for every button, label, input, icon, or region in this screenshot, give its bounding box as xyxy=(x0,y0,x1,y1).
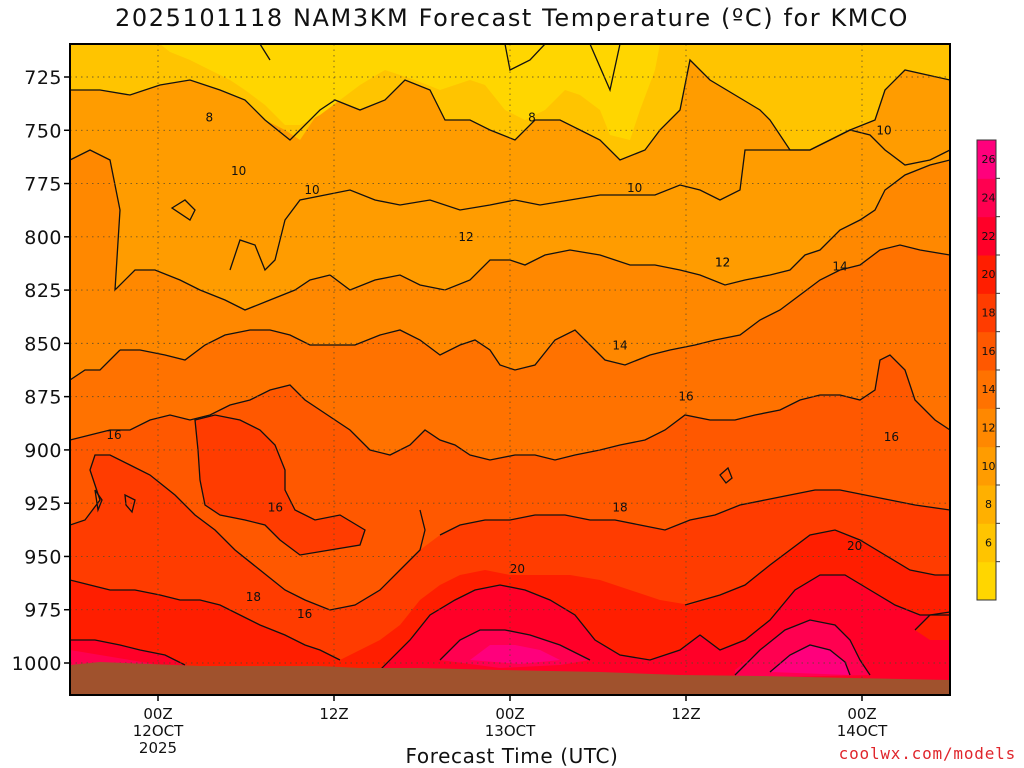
contour-label: 16 xyxy=(678,390,693,404)
contour-label: 20 xyxy=(847,539,862,553)
contour-16 xyxy=(70,354,950,461)
band-coldest-top xyxy=(160,44,660,140)
colorbar-segment xyxy=(977,408,996,448)
contour-label: 20 xyxy=(510,562,525,576)
colorbar-tick-label: 20 xyxy=(982,268,996,281)
contour-label: 18 xyxy=(246,590,261,604)
colorbar-tick-label: 8 xyxy=(985,498,992,511)
colorbar-tick-label: 22 xyxy=(982,230,996,243)
contour-small xyxy=(94,466,950,631)
colorbar-tick-label: 26 xyxy=(982,153,996,166)
contour-lines xyxy=(70,44,950,676)
contour-10 xyxy=(70,129,950,311)
contour-label: 16 xyxy=(106,428,121,442)
colorbar-segment xyxy=(977,255,996,294)
colorbar-tick-label: 24 xyxy=(982,192,996,205)
colorbar-segment xyxy=(977,331,996,371)
colorbar-segment xyxy=(977,140,996,179)
colorbar-segment xyxy=(977,216,996,256)
contour-label: 10 xyxy=(231,164,246,178)
colorbar-tick-label: 16 xyxy=(982,345,996,358)
y-tick-label: 875 xyxy=(24,387,62,409)
contour-label: 10 xyxy=(876,123,891,137)
band-16-left xyxy=(195,415,365,555)
x-tick-date: 14OCT xyxy=(837,722,888,740)
contour-16-left xyxy=(194,414,366,556)
contour-label: 14 xyxy=(832,260,847,274)
grid-lines xyxy=(70,44,950,695)
contour-20b xyxy=(684,529,950,606)
colorbar-tick-label: 12 xyxy=(982,422,996,435)
contour-18 xyxy=(70,489,950,661)
band-22-24 xyxy=(70,620,870,678)
contour-label: 16 xyxy=(884,430,899,444)
contour-label: 12 xyxy=(458,230,473,244)
colorbar: 6 8 10 12 14 16 18 20 22 24 26 xyxy=(976,139,1000,601)
contour-label: 8 xyxy=(206,110,214,124)
y-tick-label: 925 xyxy=(24,493,62,515)
colorbar-segment xyxy=(977,293,996,333)
colorbar-segment xyxy=(977,370,996,409)
colorbar-tick-label: 6 xyxy=(985,537,992,550)
colorbar-segment xyxy=(977,561,996,601)
contour-22 xyxy=(439,619,871,676)
colorbar-segment xyxy=(977,485,996,524)
credit-link[interactable]: coolwx.com/models xyxy=(838,744,1016,763)
y-tick-label: 1000 xyxy=(12,653,62,675)
x-tick-label: 00Z xyxy=(847,705,876,723)
contour-label: 12 xyxy=(715,255,730,269)
contour-8b xyxy=(259,44,621,93)
contour-12 xyxy=(70,159,950,381)
y-tick-label: 825 xyxy=(24,280,62,302)
colorbar-segment xyxy=(977,523,996,563)
contour-label: 10 xyxy=(304,183,319,197)
y-tick-label: 800 xyxy=(24,227,62,249)
y-tick-label: 975 xyxy=(24,600,62,622)
y-tick-label: 725 xyxy=(24,67,62,89)
x-tick-date: 12OCT xyxy=(133,722,184,740)
x-tick-label: 00Z xyxy=(495,705,524,723)
colorbar-tick-label: 18 xyxy=(982,307,996,320)
colorbar-tick-label: 14 xyxy=(982,383,996,396)
contour-16-low xyxy=(70,454,426,611)
contour-14 xyxy=(120,244,950,371)
contour-label: 12 xyxy=(715,255,730,269)
contour-label: 14 xyxy=(612,338,627,352)
contour-label: 10 xyxy=(627,181,642,195)
colorbar-segment xyxy=(977,446,996,486)
ground xyxy=(70,662,950,695)
band-right-warm xyxy=(915,612,950,640)
y-tick-label: 850 xyxy=(24,333,62,355)
y-tick-label: 750 xyxy=(24,120,62,142)
x-tick-year: 2025 xyxy=(139,739,177,757)
contour-label: 18 xyxy=(612,500,627,514)
x-tick-date: 13OCT xyxy=(485,722,536,740)
x-tick-label: 00Z xyxy=(143,705,172,723)
y-axis: 725 750 775 800 825 850 875 900 925 950 975 1000 xyxy=(12,67,70,675)
x-axis-title: Forecast Time (UTC) xyxy=(405,744,619,768)
y-tick-label: 775 xyxy=(24,174,62,196)
contour-label: 16 xyxy=(268,500,283,514)
contour-20 xyxy=(70,574,950,671)
contour-label: 8 xyxy=(528,110,536,124)
contour-10-loop xyxy=(170,199,196,221)
y-tick-label: 900 xyxy=(24,440,62,462)
contour-24 xyxy=(769,644,851,676)
y-tick-label: 950 xyxy=(24,546,62,568)
colorbar-segment xyxy=(977,178,996,218)
band-24-26 xyxy=(470,645,850,675)
chart-title: 2025101118 NAM3KM Forecast Temperature (… xyxy=(115,4,909,32)
contour-label: 16 xyxy=(297,607,312,621)
colorbar-tick-label: 10 xyxy=(982,460,996,473)
x-tick-label: 12Z xyxy=(319,705,348,723)
x-tick-label: 12Z xyxy=(671,705,700,723)
